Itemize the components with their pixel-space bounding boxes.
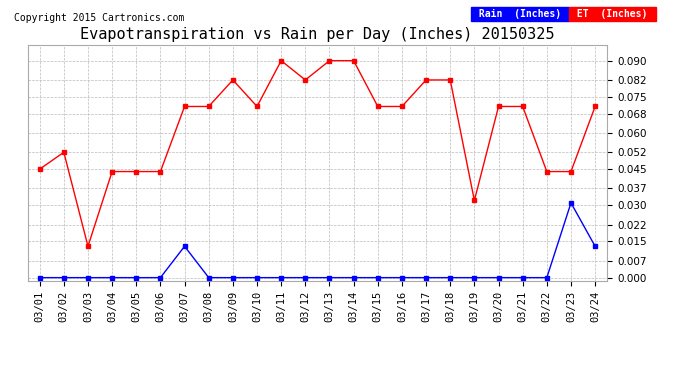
Text: Rain  (Inches): Rain (Inches) bbox=[473, 9, 566, 20]
Title: Evapotranspiration vs Rain per Day (Inches) 20150325: Evapotranspiration vs Rain per Day (Inch… bbox=[80, 27, 555, 42]
Text: Copyright 2015 Cartronics.com: Copyright 2015 Cartronics.com bbox=[14, 13, 184, 23]
Text: ET  (Inches): ET (Inches) bbox=[571, 9, 653, 20]
